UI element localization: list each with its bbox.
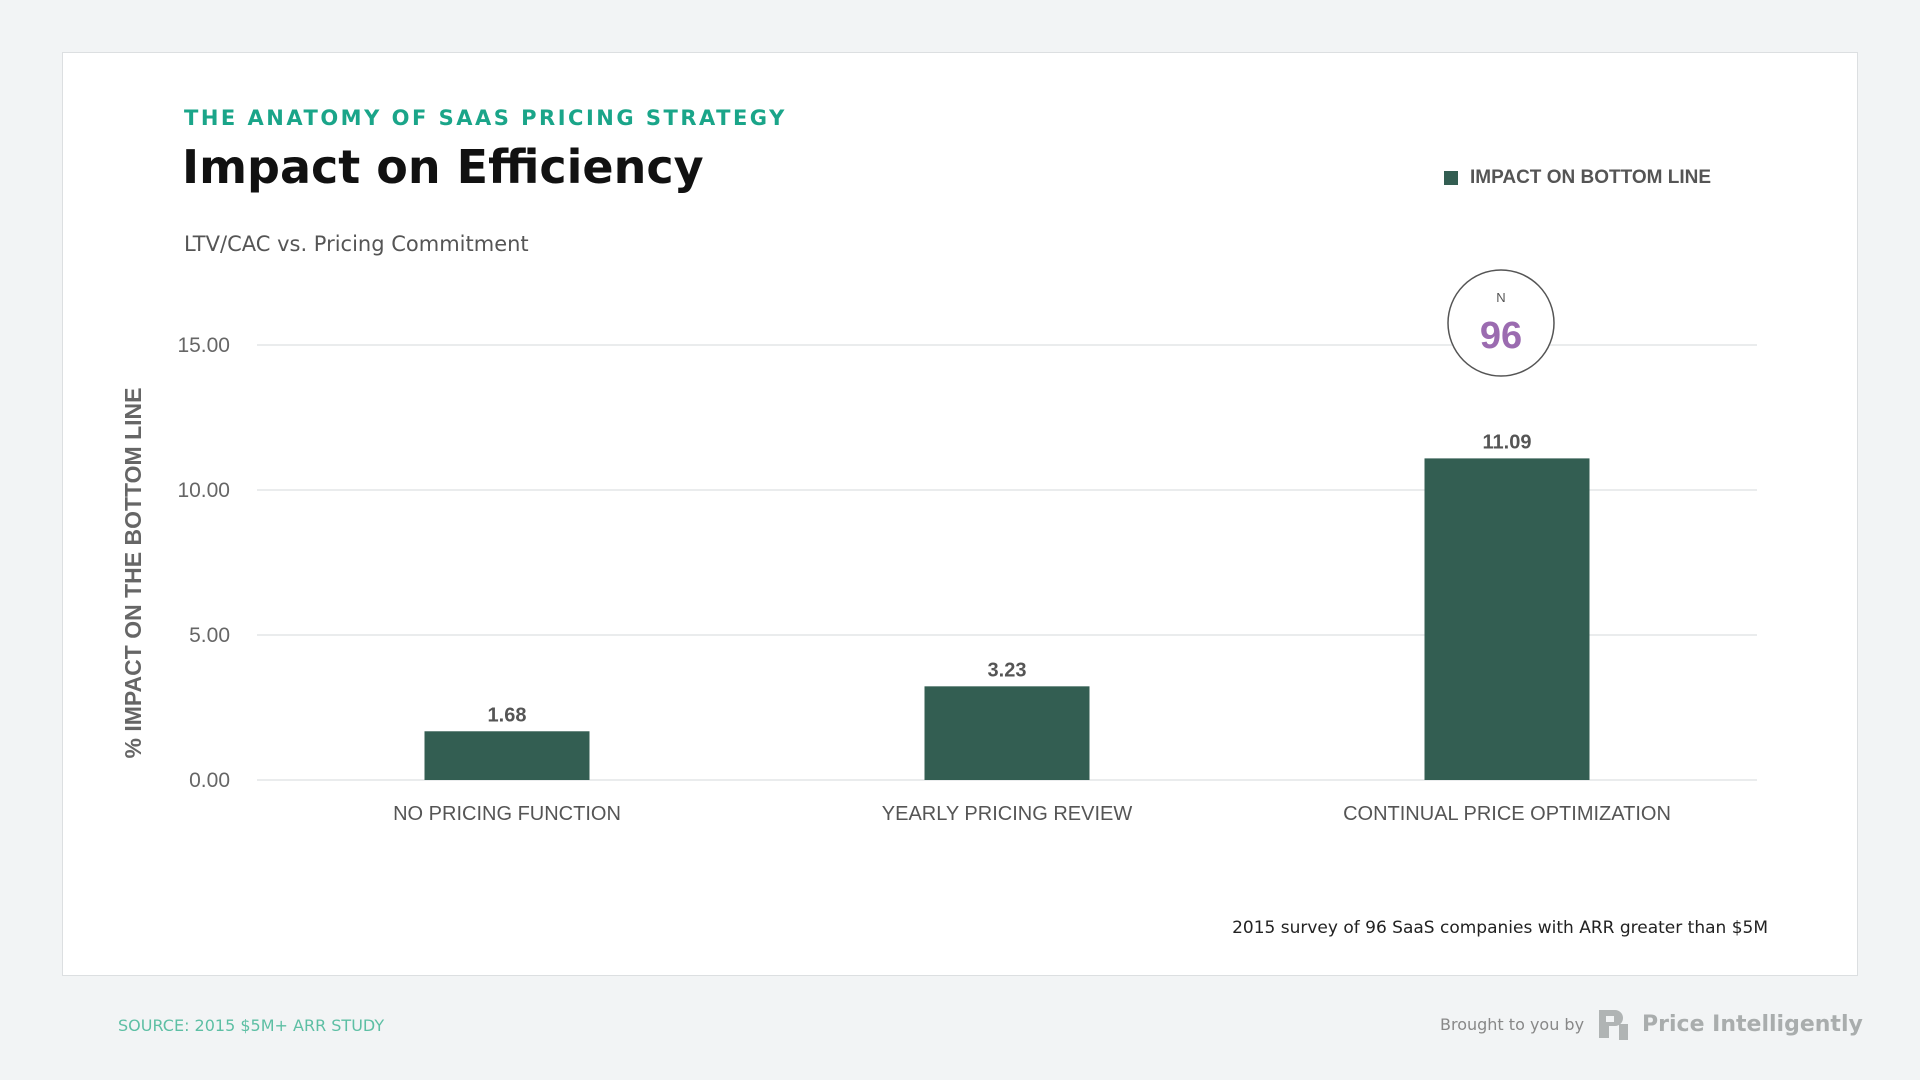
bar-value-label: 11.09 <box>1483 431 1532 453</box>
legend-swatch <box>1444 171 1458 185</box>
n-badge: N 96 <box>1447 269 1555 377</box>
brought-label: Brought to you by <box>1440 1014 1585 1034</box>
brand-name: Price Intelligently <box>1642 1011 1863 1037</box>
x-category-label: CONTINUAL PRICE OPTIMIZATION <box>1343 803 1671 825</box>
subtitle: LTV/CAC vs. Pricing Commitment <box>184 232 529 256</box>
y-tick-label: 5.00 <box>189 624 230 647</box>
y-axis-title: % IMPACT ON THE BOTTOM LINE <box>120 388 146 759</box>
footnote: 2015 survey of 96 SaaS companies with AR… <box>1232 918 1768 938</box>
eyebrow: THE ANATOMY OF SAAS PRICING STRATEGY <box>184 106 787 130</box>
bar-value-label: 3.23 <box>988 659 1027 681</box>
page-title: Impact on Efficiency <box>182 140 704 194</box>
y-tick-label: 10.00 <box>177 479 230 502</box>
x-category-label: NO PRICING FUNCTION <box>393 803 621 825</box>
bar <box>1424 458 1590 780</box>
n-badge-label: N <box>1496 290 1505 305</box>
bar <box>924 686 1090 780</box>
y-tick-label: 0.00 <box>189 769 230 792</box>
price-intelligently-logo-icon <box>1599 1010 1629 1040</box>
bar <box>424 731 590 780</box>
source-note: SOURCE: 2015 $5M+ ARR STUDY <box>118 1016 385 1035</box>
brought-by: Brought to you by Price Intelligently <box>1440 1008 1863 1040</box>
legend-label: IMPACT ON BOTTOM LINE <box>1470 167 1712 188</box>
legend: IMPACT ON BOTTOM LINE <box>1444 167 1711 189</box>
x-category-label: YEARLY PRICING REVIEW <box>882 803 1133 825</box>
bar-value-label: 1.68 <box>488 704 527 726</box>
n-badge-value: 96 <box>1480 315 1522 357</box>
y-tick-label: 15.00 <box>177 334 230 357</box>
